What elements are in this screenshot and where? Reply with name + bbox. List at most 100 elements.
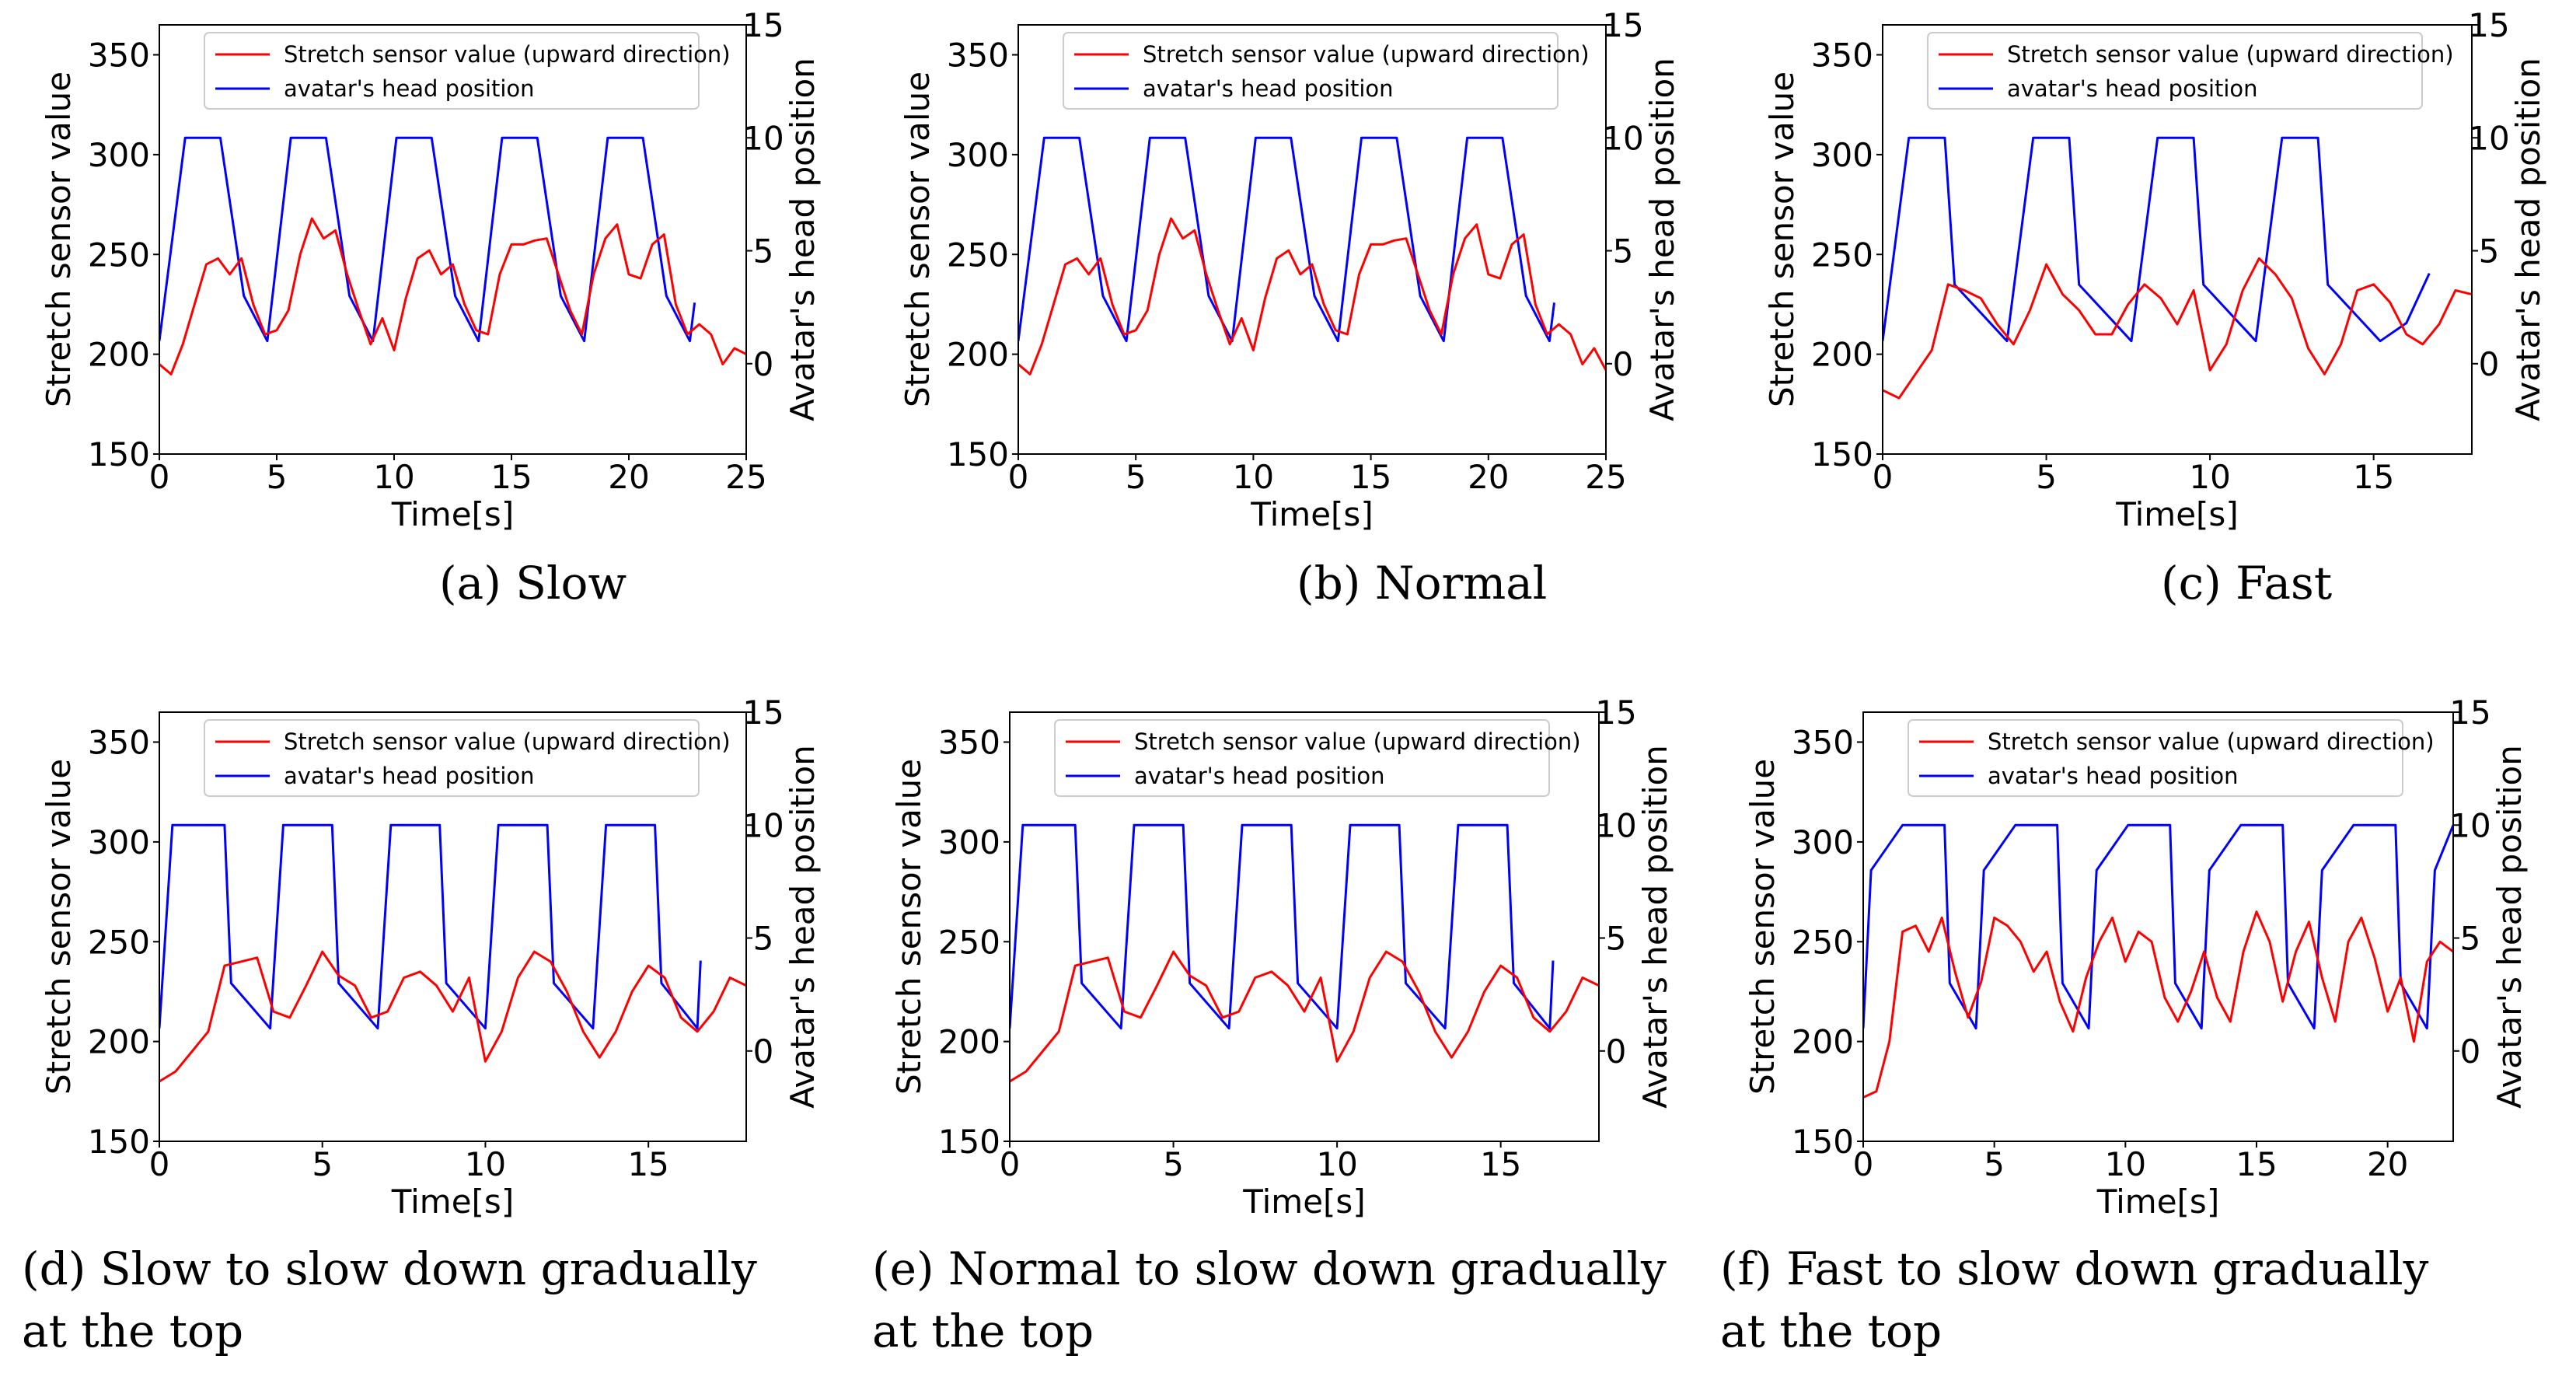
sensor-line-f bbox=[1863, 910, 2453, 1099]
x-tick-label: 0 bbox=[1873, 458, 1894, 496]
y2-tick-label: 15 bbox=[2449, 694, 2490, 732]
y-axis-label: Stretch sensor value bbox=[40, 72, 78, 407]
plot-frame bbox=[1862, 711, 2454, 1142]
x-axis-label: Time[s] bbox=[1242, 1183, 1365, 1221]
sensor-line-d bbox=[159, 950, 746, 1083]
y-tick-label: 300 bbox=[1792, 823, 1854, 861]
legend-box bbox=[1063, 32, 1559, 110]
plot-frame bbox=[159, 711, 747, 1142]
x-tick-label: 25 bbox=[1585, 458, 1626, 496]
x-axis-label: Time[s] bbox=[2115, 495, 2238, 533]
y2-tick-label: 5 bbox=[2460, 920, 2481, 958]
y2-tick-label: 5 bbox=[2479, 232, 2500, 271]
x-tick-label: 0 bbox=[1853, 1145, 1874, 1183]
head-position-line-e bbox=[1010, 823, 1555, 1030]
caption-line: at the top bbox=[22, 1305, 243, 1357]
x-tick-label: 10 bbox=[1233, 458, 1274, 496]
x-tick-label: 15 bbox=[1350, 458, 1391, 496]
caption-line: (e) Normal to slow down gradually bbox=[872, 1242, 1667, 1295]
y2-tick-label: 5 bbox=[753, 920, 774, 958]
y-axis-label: Stretch sensor value bbox=[899, 72, 937, 407]
y2-tick-label: 0 bbox=[1613, 345, 1634, 383]
y-tick-label: 200 bbox=[947, 336, 1009, 374]
y-tick-label: 250 bbox=[1811, 236, 1873, 274]
plot-frame bbox=[1017, 24, 1607, 455]
plot-frame bbox=[1882, 24, 2473, 455]
y-tick-label: 200 bbox=[1792, 1023, 1854, 1061]
y2-tick-label: 0 bbox=[753, 1032, 774, 1071]
x-tick-label: 10 bbox=[2189, 458, 2230, 496]
caption-line: at the top bbox=[872, 1305, 1094, 1357]
legend-label: avatar's head position bbox=[284, 75, 535, 102]
y2-tick-label: 10 bbox=[2449, 806, 2490, 844]
panel-f: 0 5 10 15 20 150 200 250 300 350 0 5 10 15 Time[s] Stre… bbox=[1720, 694, 2529, 1357]
x-tick-label: 10 bbox=[373, 458, 414, 496]
sensor-line-c bbox=[1883, 257, 2472, 400]
legend-label: avatar's head position bbox=[1988, 763, 2239, 789]
x-tick-label: 25 bbox=[725, 458, 766, 496]
legend: Stretch sensor value (upward direction) a… bbox=[1063, 32, 1590, 110]
y-tick-label: 350 bbox=[88, 724, 150, 762]
y-tick-label: 350 bbox=[938, 724, 1000, 762]
y2-tick-label: 5 bbox=[753, 232, 774, 271]
panel-caption: (e) Normal to slow down gradually at the … bbox=[872, 1242, 1667, 1357]
panel-c: 0 5 10 15 150 200 250 300 350 0 5 10 15 Time[s] Stretc… bbox=[1763, 6, 2547, 610]
x-tick-label: 10 bbox=[465, 1145, 506, 1183]
y2-tick-label: 0 bbox=[1606, 1032, 1627, 1071]
legend-label: Stretch sensor value (upward direction) bbox=[1134, 728, 1581, 755]
x-tick-label: 0 bbox=[1000, 1145, 1021, 1183]
y-tick-label: 300 bbox=[938, 823, 1000, 861]
x-tick-label: 5 bbox=[1126, 458, 1147, 496]
y-tick-label: 300 bbox=[1811, 136, 1873, 174]
y-tick-label: 250 bbox=[938, 923, 1000, 961]
x-tick-label: 5 bbox=[267, 458, 288, 496]
legend: Stretch sensor value (upward direction) a… bbox=[1908, 719, 2435, 797]
caption-line: (a) Slow bbox=[439, 557, 627, 610]
legend-box bbox=[204, 719, 700, 797]
x-axis-label: Time[s] bbox=[2096, 1183, 2219, 1221]
x-tick-label: 5 bbox=[1163, 1145, 1184, 1183]
y-tick-label: 350 bbox=[88, 37, 150, 75]
y2-tick-label: 15 bbox=[1602, 6, 1643, 44]
legend-label: avatar's head position bbox=[1143, 75, 1394, 102]
y-axis-label: Stretch sensor value bbox=[40, 759, 78, 1095]
y2-tick-label: 5 bbox=[1613, 232, 1634, 271]
legend-label: Stretch sensor value (upward direction) bbox=[284, 41, 731, 68]
head-position-line-f bbox=[1863, 823, 2453, 1030]
x-axis-label: Time[s] bbox=[391, 495, 514, 533]
y2-axis-label: Avatar's head position bbox=[2509, 58, 2547, 421]
y-tick-label: 150 bbox=[1811, 435, 1873, 473]
y2-tick-label: 10 bbox=[1602, 119, 1643, 157]
y-axis-label: Stretch sensor value bbox=[1763, 72, 1801, 407]
head-position-line-d bbox=[159, 823, 702, 1030]
y-tick-label: 250 bbox=[88, 923, 150, 961]
legend-label: Stretch sensor value (upward direction) bbox=[1143, 41, 1590, 68]
y-tick-label: 200 bbox=[88, 1023, 150, 1061]
legend-label: Stretch sensor value (upward direction) bbox=[1988, 728, 2435, 755]
x-tick-label: 10 bbox=[2105, 1145, 2146, 1183]
y-tick-label: 200 bbox=[1811, 336, 1873, 374]
legend: Stretch sensor value (upward direction) a… bbox=[204, 32, 731, 110]
y-tick-label: 250 bbox=[1792, 923, 1854, 961]
y-tick-label: 150 bbox=[88, 435, 150, 473]
y-tick-label: 350 bbox=[1811, 37, 1873, 75]
y2-tick-label: 15 bbox=[2468, 6, 2509, 44]
legend-label: Stretch sensor value (upward direction) bbox=[2007, 41, 2454, 68]
y2-tick-label: 0 bbox=[753, 345, 774, 383]
caption-line: at the top bbox=[1720, 1305, 1942, 1357]
x-axis-label: Time[s] bbox=[391, 1183, 514, 1221]
legend-box bbox=[1927, 32, 2423, 110]
panel-b: 0 5 10 15 20 25150200250300350051015Time[s]St… bbox=[899, 6, 1681, 610]
y-axis-label: Stretch sensor value bbox=[1744, 759, 1782, 1095]
x-tick-label: 20 bbox=[1468, 458, 1509, 496]
y2-axis-label: Avatar's head position bbox=[1636, 745, 1674, 1109]
panel-caption: (c) Fast bbox=[2161, 557, 2332, 610]
legend-label: Stretch sensor value (upward direction) bbox=[284, 728, 731, 755]
panel-caption: (b) Normal bbox=[1297, 557, 1547, 610]
y-tick-label: 250 bbox=[88, 236, 150, 274]
y2-tick-label: 5 bbox=[1606, 920, 1627, 958]
legend-label: avatar's head position bbox=[284, 763, 535, 789]
caption-line: (f) Fast to slow down gradually bbox=[1720, 1242, 2429, 1295]
y2-tick-label: 15 bbox=[742, 6, 784, 44]
panel-caption: (a) Slow bbox=[439, 557, 627, 610]
